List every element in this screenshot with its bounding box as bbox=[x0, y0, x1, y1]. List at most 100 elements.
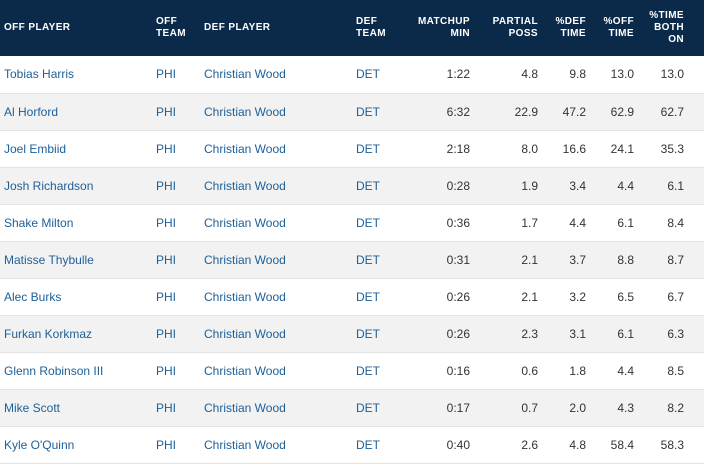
def-team-link[interactable]: DET bbox=[356, 326, 380, 341]
def-player-link[interactable]: Christian Wood bbox=[204, 400, 286, 415]
def-player-link[interactable]: Christian Wood bbox=[204, 437, 286, 452]
def-time-cell: 47.2 bbox=[562, 104, 586, 119]
table-row: Shake Milton PHI Christian Wood DET 0:36 1.7 4… bbox=[0, 204, 704, 241]
header-off-time[interactable]: %OFF TIME bbox=[603, 16, 634, 39]
matchup-min-cell: 0:16 bbox=[446, 363, 470, 378]
matchup-min-cell: 0:40 bbox=[446, 437, 470, 452]
def-time-cell: 1.8 bbox=[569, 363, 586, 378]
off-player-link[interactable]: Tobias Harris bbox=[4, 67, 75, 82]
table-row: Alec Burks PHI Christian Wood DET 0:26 2.1 3.2… bbox=[0, 278, 704, 315]
time-both-on-cell: 6.7 bbox=[667, 289, 684, 304]
time-both-on-cell: 8.7 bbox=[667, 252, 684, 267]
def-player-link[interactable]: Christian Wood bbox=[204, 326, 286, 341]
off-team-link[interactable]: PHI bbox=[156, 215, 177, 230]
header-off-team[interactable]: OFF TEAM bbox=[156, 16, 186, 39]
off-team-link[interactable]: PHI bbox=[156, 289, 177, 304]
header-def-player[interactable]: DEF PLAYER bbox=[204, 22, 271, 33]
matchup-min-cell: 0:36 bbox=[446, 215, 470, 230]
off-team-link[interactable]: PHI bbox=[156, 326, 177, 341]
table-row: Mike Scott PHI Christian Wood DET 0:17 0.7 2.0… bbox=[0, 389, 704, 426]
def-player-link[interactable]: Christian Wood bbox=[204, 141, 286, 156]
table-row: Josh Richardson PHI Christian Wood DET 0:28 1… bbox=[0, 167, 704, 204]
partial-poss-cell: 22.9 bbox=[514, 104, 538, 119]
matchup-min-cell: 0:26 bbox=[446, 326, 470, 341]
def-team-link[interactable]: DET bbox=[356, 363, 380, 378]
table-row: Al Horford PHI Christian Wood DET 6:32 22.9 47… bbox=[0, 93, 704, 130]
off-player-link[interactable]: Joel Embiid bbox=[4, 141, 67, 156]
off-player-link[interactable]: Al Horford bbox=[4, 104, 59, 119]
partial-poss-cell: 4.8 bbox=[521, 67, 538, 82]
def-time-cell: 4.4 bbox=[569, 215, 586, 230]
off-time-cell: 4.4 bbox=[617, 363, 634, 378]
off-player-link[interactable]: Furkan Korkmaz bbox=[4, 326, 93, 341]
def-team-link[interactable]: DET bbox=[356, 215, 380, 230]
header-off-player[interactable]: OFF PLAYER bbox=[4, 22, 71, 33]
off-time-cell: 4.3 bbox=[617, 400, 634, 415]
off-team-link[interactable]: PHI bbox=[156, 178, 177, 193]
off-player-link[interactable]: Glenn Robinson III bbox=[4, 363, 104, 378]
time-both-on-cell: 62.7 bbox=[660, 104, 684, 119]
matchup-min-cell: 0:17 bbox=[446, 400, 470, 415]
header-def-team[interactable]: DEF TEAM bbox=[356, 16, 386, 39]
off-time-cell: 4.4 bbox=[617, 178, 634, 193]
def-time-cell: 3.7 bbox=[569, 252, 586, 267]
table-row: Matisse Thybulle PHI Christian Wood DET 0:31… bbox=[0, 241, 704, 278]
def-team-link[interactable]: DET bbox=[356, 141, 380, 156]
def-time-cell: 3.4 bbox=[569, 178, 586, 193]
off-team-link[interactable]: PHI bbox=[156, 400, 177, 415]
partial-poss-cell: 8.0 bbox=[521, 141, 538, 156]
off-team-link[interactable]: PHI bbox=[156, 104, 177, 119]
off-team-link[interactable]: PHI bbox=[156, 67, 177, 82]
matchup-min-cell: 1:22 bbox=[446, 67, 470, 82]
partial-poss-cell: 0.6 bbox=[521, 363, 538, 378]
def-team-link[interactable]: DET bbox=[356, 67, 380, 82]
header-def-time[interactable]: %DEF TIME bbox=[555, 16, 586, 39]
partial-poss-cell: 2.1 bbox=[521, 289, 538, 304]
off-player-link[interactable]: Mike Scott bbox=[4, 400, 61, 415]
off-team-link[interactable]: PHI bbox=[156, 363, 177, 378]
def-player-link[interactable]: Christian Wood bbox=[204, 252, 286, 267]
def-team-link[interactable]: DET bbox=[356, 400, 380, 415]
def-team-link[interactable]: DET bbox=[356, 437, 380, 452]
off-time-cell: 13.0 bbox=[610, 67, 634, 82]
time-both-on-cell: 8.4 bbox=[667, 215, 684, 230]
header-partial-poss[interactable]: PARTIAL POSS bbox=[492, 16, 538, 39]
off-time-cell: 6.1 bbox=[617, 215, 634, 230]
off-team-link[interactable]: PHI bbox=[156, 141, 177, 156]
off-player-link[interactable]: Shake Milton bbox=[4, 215, 74, 230]
def-player-link[interactable]: Christian Wood bbox=[204, 67, 286, 82]
def-team-link[interactable]: DET bbox=[356, 252, 380, 267]
table-row: Joel Embiid PHI Christian Wood DET 2:18 8.0 16… bbox=[0, 130, 704, 167]
off-time-cell: 62.9 bbox=[610, 104, 634, 119]
time-both-on-cell: 13.0 bbox=[660, 67, 684, 82]
time-both-on-cell: 35.3 bbox=[660, 141, 684, 156]
off-team-link[interactable]: PHI bbox=[156, 437, 177, 452]
off-player-link[interactable]: Matisse Thybulle bbox=[4, 252, 94, 267]
def-player-link[interactable]: Christian Wood bbox=[204, 215, 286, 230]
off-team-link[interactable]: PHI bbox=[156, 252, 177, 267]
def-team-link[interactable]: DET bbox=[356, 289, 380, 304]
matchup-min-cell: 0:26 bbox=[446, 289, 470, 304]
def-player-link[interactable]: Christian Wood bbox=[204, 104, 286, 119]
def-player-link[interactable]: Christian Wood bbox=[204, 178, 286, 193]
table-row: Tobias Harris PHI Christian Wood DET 1:22 4.8… bbox=[0, 56, 704, 93]
def-player-link[interactable]: Christian Wood bbox=[204, 363, 286, 378]
def-team-link[interactable]: DET bbox=[356, 104, 380, 119]
def-player-link[interactable]: Christian Wood bbox=[204, 289, 286, 304]
def-time-cell: 3.1 bbox=[569, 326, 586, 341]
off-time-cell: 24.1 bbox=[610, 141, 634, 156]
matchup-min-cell: 0:31 bbox=[446, 252, 470, 267]
off-player-link[interactable]: Josh Richardson bbox=[4, 178, 94, 193]
off-player-link[interactable]: Kyle O'Quinn bbox=[4, 437, 75, 452]
def-team-link[interactable]: DET bbox=[356, 178, 380, 193]
off-time-cell: 8.8 bbox=[617, 252, 634, 267]
matchup-min-cell: 0:28 bbox=[446, 178, 470, 193]
partial-poss-cell: 1.9 bbox=[521, 178, 538, 193]
def-time-cell: 9.8 bbox=[569, 67, 586, 82]
table-row: Kyle O'Quinn PHI Christian Wood DET 0:40 2.6 4… bbox=[0, 426, 704, 463]
header-time-both-on[interactable]: %TIME BOTH ON bbox=[649, 10, 684, 45]
time-both-on-cell: 8.5 bbox=[667, 363, 684, 378]
header-matchup-min[interactable]: MATCHUP MIN bbox=[417, 16, 470, 39]
partial-poss-cell: 2.6 bbox=[521, 437, 538, 452]
off-player-link[interactable]: Alec Burks bbox=[4, 289, 62, 304]
